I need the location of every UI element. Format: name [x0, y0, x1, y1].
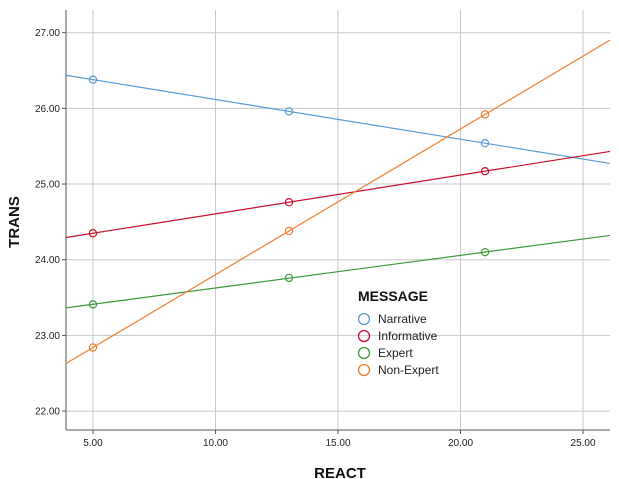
grid [66, 10, 610, 430]
tick-labels: 5.00 10.00 15.00 20.00 25.00 22.00 23.00 24.00 2… [35, 28, 596, 449]
data-point-expert [284, 273, 294, 283]
fit-lines [65, 39, 611, 365]
x-tick-label: 15.00 [325, 438, 350, 449]
data-point-informative [284, 198, 294, 207]
legend: MESSAGE Narrative Informative Expert Non-Ex… [357, 288, 439, 377]
data-point-narrative [480, 138, 490, 148]
y-tick-label: 23.00 [35, 331, 60, 342]
legend-label: Expert [378, 346, 413, 360]
legend-label: Narrative [378, 312, 427, 326]
legend-marker [357, 312, 371, 326]
y-tick-label: 22.00 [35, 407, 60, 418]
data-point-non-expert [480, 110, 490, 119]
legend-label: Non-Expert [378, 363, 439, 377]
x-tick-label: 25.00 [571, 438, 596, 449]
legend-title: MESSAGE [358, 288, 428, 304]
fit-line-informative [65, 150, 611, 239]
y-tick-label: 27.00 [35, 28, 60, 39]
y-tick-label: 25.00 [35, 180, 60, 191]
data-point-informative [88, 229, 98, 238]
data-point-expert [480, 247, 490, 257]
legend-marker [357, 329, 371, 343]
data-point-expert [88, 300, 98, 309]
y-axis-title: TRANS [6, 196, 23, 248]
fit-line-narrative [65, 74, 611, 165]
y-tick-label: 24.00 [35, 255, 60, 266]
x-tick-label: 5.00 [83, 438, 103, 449]
data-point-non-expert [88, 343, 98, 352]
legend-marker [357, 363, 371, 377]
fit-line-non-expert [65, 39, 611, 365]
x-tick-label: 20.00 [448, 438, 473, 449]
data-point-non-expert [284, 226, 294, 236]
data-point-narrative [284, 107, 294, 116]
legend-marker [357, 346, 371, 360]
x-axis-title: REACT [314, 465, 366, 479]
data-point-narrative [88, 75, 98, 84]
legend-label: Informative [378, 329, 438, 343]
fit-line-expert [65, 234, 611, 309]
axes [62, 10, 610, 434]
data-point-informative [480, 166, 490, 176]
x-tick-label: 10.00 [203, 438, 228, 449]
data-points [88, 75, 490, 352]
y-tick-label: 26.00 [35, 104, 60, 115]
